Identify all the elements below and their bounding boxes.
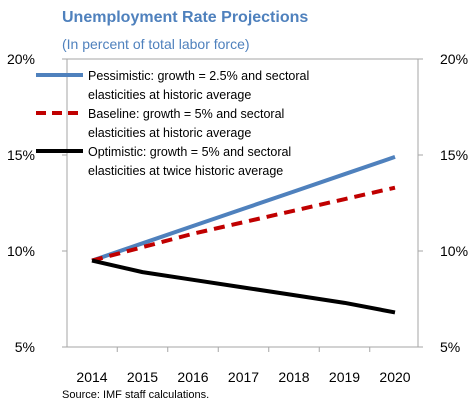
x-tick-label: 2019 xyxy=(329,369,360,385)
y2-tick-label: 5% xyxy=(440,339,460,355)
series-line-0 xyxy=(91,155,396,263)
y2-tick-label: 10% xyxy=(440,243,468,259)
x-tick-label: 2020 xyxy=(379,369,410,385)
y-tick-label: 10% xyxy=(7,243,35,259)
source-note: Source: IMF staff calculations. xyxy=(62,389,210,401)
x-tick-label: 2017 xyxy=(228,369,259,385)
chart-title: Unemployment Rate Projections xyxy=(62,9,309,26)
legend-label: elasticities at historic average xyxy=(88,88,251,102)
chart-subtitle: (In percent of total labor force) xyxy=(62,36,250,52)
legend-label: Baseline: growth = 5% and sectoral xyxy=(88,107,284,121)
series-line-2 xyxy=(91,258,396,315)
legend-label: elasticities at twice historic average xyxy=(88,164,283,178)
legend-label: Optimistic: growth = 5% and sectoral xyxy=(88,145,291,159)
x-tick-label: 2014 xyxy=(76,369,107,385)
x-tick-label: 2016 xyxy=(177,369,208,385)
y-tick-label: 15% xyxy=(7,147,35,163)
x-tick-label: 2015 xyxy=(127,369,158,385)
y-tick-label: 5% xyxy=(15,339,35,355)
legend-label: Pessimistic: growth = 2.5% and sectoral xyxy=(88,69,309,83)
series-line-1 xyxy=(91,185,396,263)
plot-frame xyxy=(66,58,419,348)
x-tick-label: 2018 xyxy=(278,369,309,385)
y-tick-label: 20% xyxy=(7,51,35,67)
legend-label: elasticities at historic average xyxy=(88,126,251,140)
y2-tick-label: 20% xyxy=(440,51,468,67)
y2-tick-label: 15% xyxy=(440,147,468,163)
